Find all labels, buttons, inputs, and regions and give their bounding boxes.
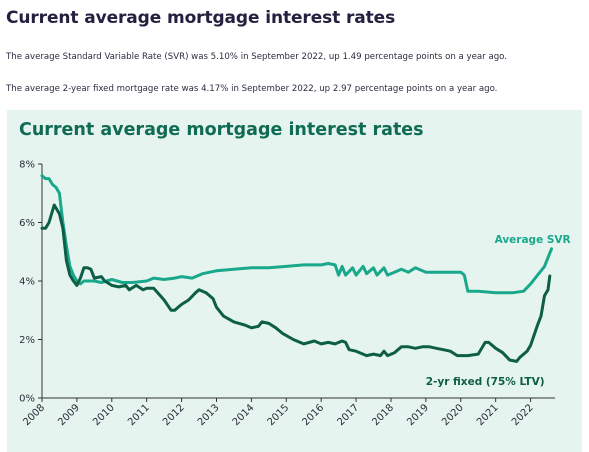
fixed-series-line: [40, 203, 552, 363]
fixed-series-label: 2-yr fixed (75% LTV): [426, 376, 545, 388]
svr-series-label: Average SVR: [495, 234, 571, 246]
y-tick-label: 6%: [19, 218, 35, 229]
x-tick-label: 2016: [301, 402, 327, 428]
svr-series-line: [40, 174, 553, 295]
x-tick-label: 2017: [335, 402, 361, 428]
x-tick-label: 2022: [510, 402, 536, 428]
x-tick-label: 2019: [405, 402, 431, 428]
y-tick-label: 0%: [19, 394, 35, 405]
fixed-summary-text: The average 2-year fixed mortgage rate w…: [6, 84, 498, 94]
y-tick-label: 8%: [19, 160, 35, 171]
x-tick-label: 2021: [475, 402, 501, 428]
x-tick-label: 2011: [126, 402, 152, 428]
x-tick-label: 2015: [266, 402, 292, 428]
x-tick-label: 2013: [196, 402, 222, 428]
x-tick-label: 2008: [21, 402, 47, 428]
y-tick-label: 4%: [19, 277, 35, 288]
x-tick-label: 2014: [231, 402, 257, 428]
chart-card: Current average mortgage interest rates …: [7, 110, 582, 452]
page-title: Current average mortgage interest rates: [6, 8, 396, 28]
chart-title: Current average mortgage interest rates: [19, 120, 424, 140]
x-tick-label: 2009: [56, 402, 82, 428]
line-chart: 0% 2% 4% 6% 8% 2008 2009 2010 2011 2012 2013 2014 20…: [19, 160, 571, 429]
y-tick-label: 2%: [19, 335, 35, 346]
x-tick-label: 2012: [161, 402, 187, 428]
svr-summary-text: The average Standard Variable Rate (SVR)…: [6, 52, 508, 62]
x-tick-label: 2010: [91, 402, 117, 428]
x-tick-label: 2018: [370, 402, 396, 428]
x-tick-label: 2020: [440, 402, 466, 428]
